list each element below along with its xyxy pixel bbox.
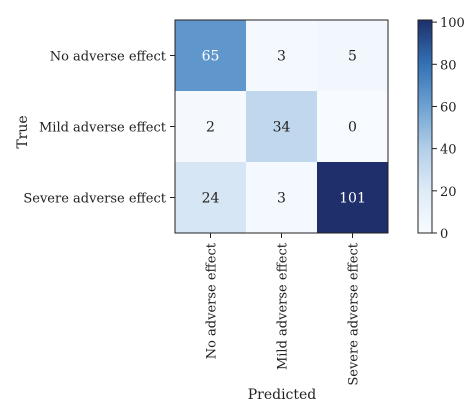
cell-value-label: 5 bbox=[348, 49, 357, 65]
colorbar-gradient bbox=[417, 19, 433, 234]
colorbar-tick-label: 80 bbox=[440, 58, 457, 73]
y-tick-labels: No adverse effect Mild adverse effect Seve… bbox=[23, 50, 175, 207]
y-tick-label: Severe adverse effect bbox=[23, 192, 166, 207]
heatmap-cell bbox=[246, 20, 317, 91]
heatmap-cell bbox=[246, 162, 317, 233]
x-tick-label: Mild adverse effect bbox=[276, 242, 291, 370]
heatmap-cell bbox=[246, 91, 317, 162]
colorbar-tick-label: 20 bbox=[440, 185, 457, 200]
colorbar-tick-label: 40 bbox=[440, 143, 457, 158]
cell-value-label: 3 bbox=[277, 191, 286, 207]
heatmap-cell bbox=[175, 91, 246, 162]
cell-value-label: 34 bbox=[273, 120, 291, 136]
x-tick-labels: No adverse effect Mild adverse effect Seve… bbox=[205, 233, 362, 386]
heatmap-cell bbox=[317, 162, 388, 233]
cell-value-label: 0 bbox=[348, 120, 357, 136]
x-tick-label: Severe adverse effect bbox=[347, 242, 362, 385]
y-axis-label: True bbox=[15, 115, 31, 148]
heatmap-cells: 65 3 5 2 34 0 24 3 101 bbox=[174, 19, 389, 234]
cell-value-label: 65 bbox=[202, 49, 220, 65]
cell-value-label: 101 bbox=[339, 191, 366, 207]
x-axis-label: Predicted bbox=[248, 387, 317, 403]
heatmap-cell bbox=[175, 20, 246, 91]
heatmap-cell bbox=[317, 91, 388, 162]
cell-value-label: 3 bbox=[277, 49, 286, 65]
heatmap-cell bbox=[317, 20, 388, 91]
colorbar-tick-label: 100 bbox=[440, 16, 465, 31]
cell-value-label: 2 bbox=[206, 120, 215, 136]
colorbar: 0 20 40 60 80 100 bbox=[417, 16, 465, 242]
cell-value-label: 24 bbox=[202, 191, 220, 207]
colorbar-tick-label: 0 bbox=[440, 227, 448, 242]
x-tick-label: No adverse effect bbox=[205, 242, 220, 359]
heatmap-cell bbox=[175, 162, 246, 233]
y-tick-label: Mild adverse effect bbox=[39, 121, 167, 136]
colorbar-tick-label: 60 bbox=[440, 100, 457, 115]
y-tick-label: No adverse effect bbox=[50, 50, 167, 65]
